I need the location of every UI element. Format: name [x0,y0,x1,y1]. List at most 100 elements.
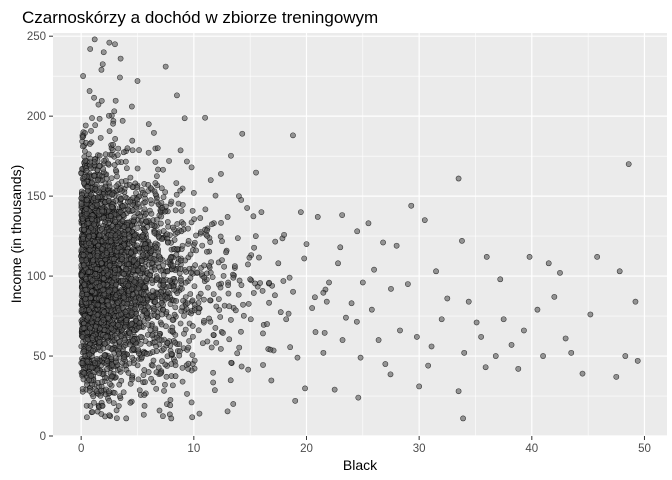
data-point [95,101,102,108]
data-point [129,376,135,383]
data-point [177,147,184,154]
data-point [95,242,102,249]
data-point [87,46,94,52]
data-point [170,224,176,231]
data-point [211,387,218,394]
data-point [151,230,158,236]
data-point [335,260,341,267]
data-point [250,213,257,220]
data-point [134,78,141,84]
data-point [112,97,119,104]
data-point [148,375,154,382]
data-point [158,185,165,192]
data-point [100,49,107,56]
data-point [87,165,94,172]
data-point [131,278,138,285]
data-point [121,224,128,230]
data-point [175,200,182,207]
data-point [80,235,86,242]
data-point [405,281,411,287]
data-point [78,246,85,253]
data-point [260,330,266,337]
data-point [220,273,227,279]
data-point [174,246,181,252]
data-point [129,354,136,361]
data-point [215,296,222,302]
data-point [247,316,254,323]
data-point [89,204,96,210]
data-point [160,307,167,313]
data-point [140,411,147,418]
data-point [240,301,246,308]
data-point [235,291,242,298]
data-point [102,234,109,241]
data-point [245,366,252,373]
data-point [171,287,178,293]
data-point [483,254,490,260]
y-axis-ticks: 0 50 100 150 200 250 [27,31,53,443]
data-point [188,399,195,406]
data-point [259,287,266,294]
data-point [314,214,321,220]
data-point [144,310,150,317]
data-point [158,321,165,328]
data-point [152,159,159,165]
data-point [138,304,144,310]
data-point [91,173,98,179]
data-point [105,314,111,321]
data-point [208,344,215,351]
data-point [122,158,129,165]
data-point [191,283,198,290]
data-point [143,245,150,252]
data-point [81,348,88,355]
data-point [183,268,189,275]
data-point [143,211,149,217]
data-point [191,357,198,364]
data-point [371,266,377,273]
x-axis-ticks: 0 10 20 30 40 50 [78,436,651,455]
data-point [622,353,629,359]
data-point [129,184,136,190]
data-point [96,283,103,290]
data-point [109,204,115,210]
data-point [227,377,234,384]
data-point [500,316,507,323]
data-point [94,252,101,259]
data-point [106,112,112,119]
data-point [174,92,180,99]
data-point [87,155,94,162]
data-point [357,354,364,361]
data-point [157,256,164,263]
data-point [87,253,94,259]
data-point [153,244,160,251]
data-point [115,145,122,152]
data-point [166,277,173,284]
data-point [193,247,199,254]
data-point [144,303,151,310]
data-point [140,266,146,272]
data-point [287,344,294,351]
data-point [137,213,144,220]
data-point [108,325,115,332]
data-point [414,333,420,340]
data-point [87,295,94,301]
data-point [144,351,150,357]
data-point [84,358,91,365]
data-point [189,352,196,358]
data-point [157,267,164,274]
data-point [301,255,308,262]
data-point [90,393,97,400]
data-point [438,316,445,323]
data-point [111,286,118,293]
data-point [134,165,141,172]
data-point [140,291,147,297]
data-point [165,223,172,230]
data-point [85,345,92,351]
data-point [497,276,504,283]
data-point [87,141,93,147]
data-point [116,381,123,388]
data-point [111,389,118,396]
data-point [129,286,135,292]
data-point [204,227,210,234]
data-point [97,134,104,141]
